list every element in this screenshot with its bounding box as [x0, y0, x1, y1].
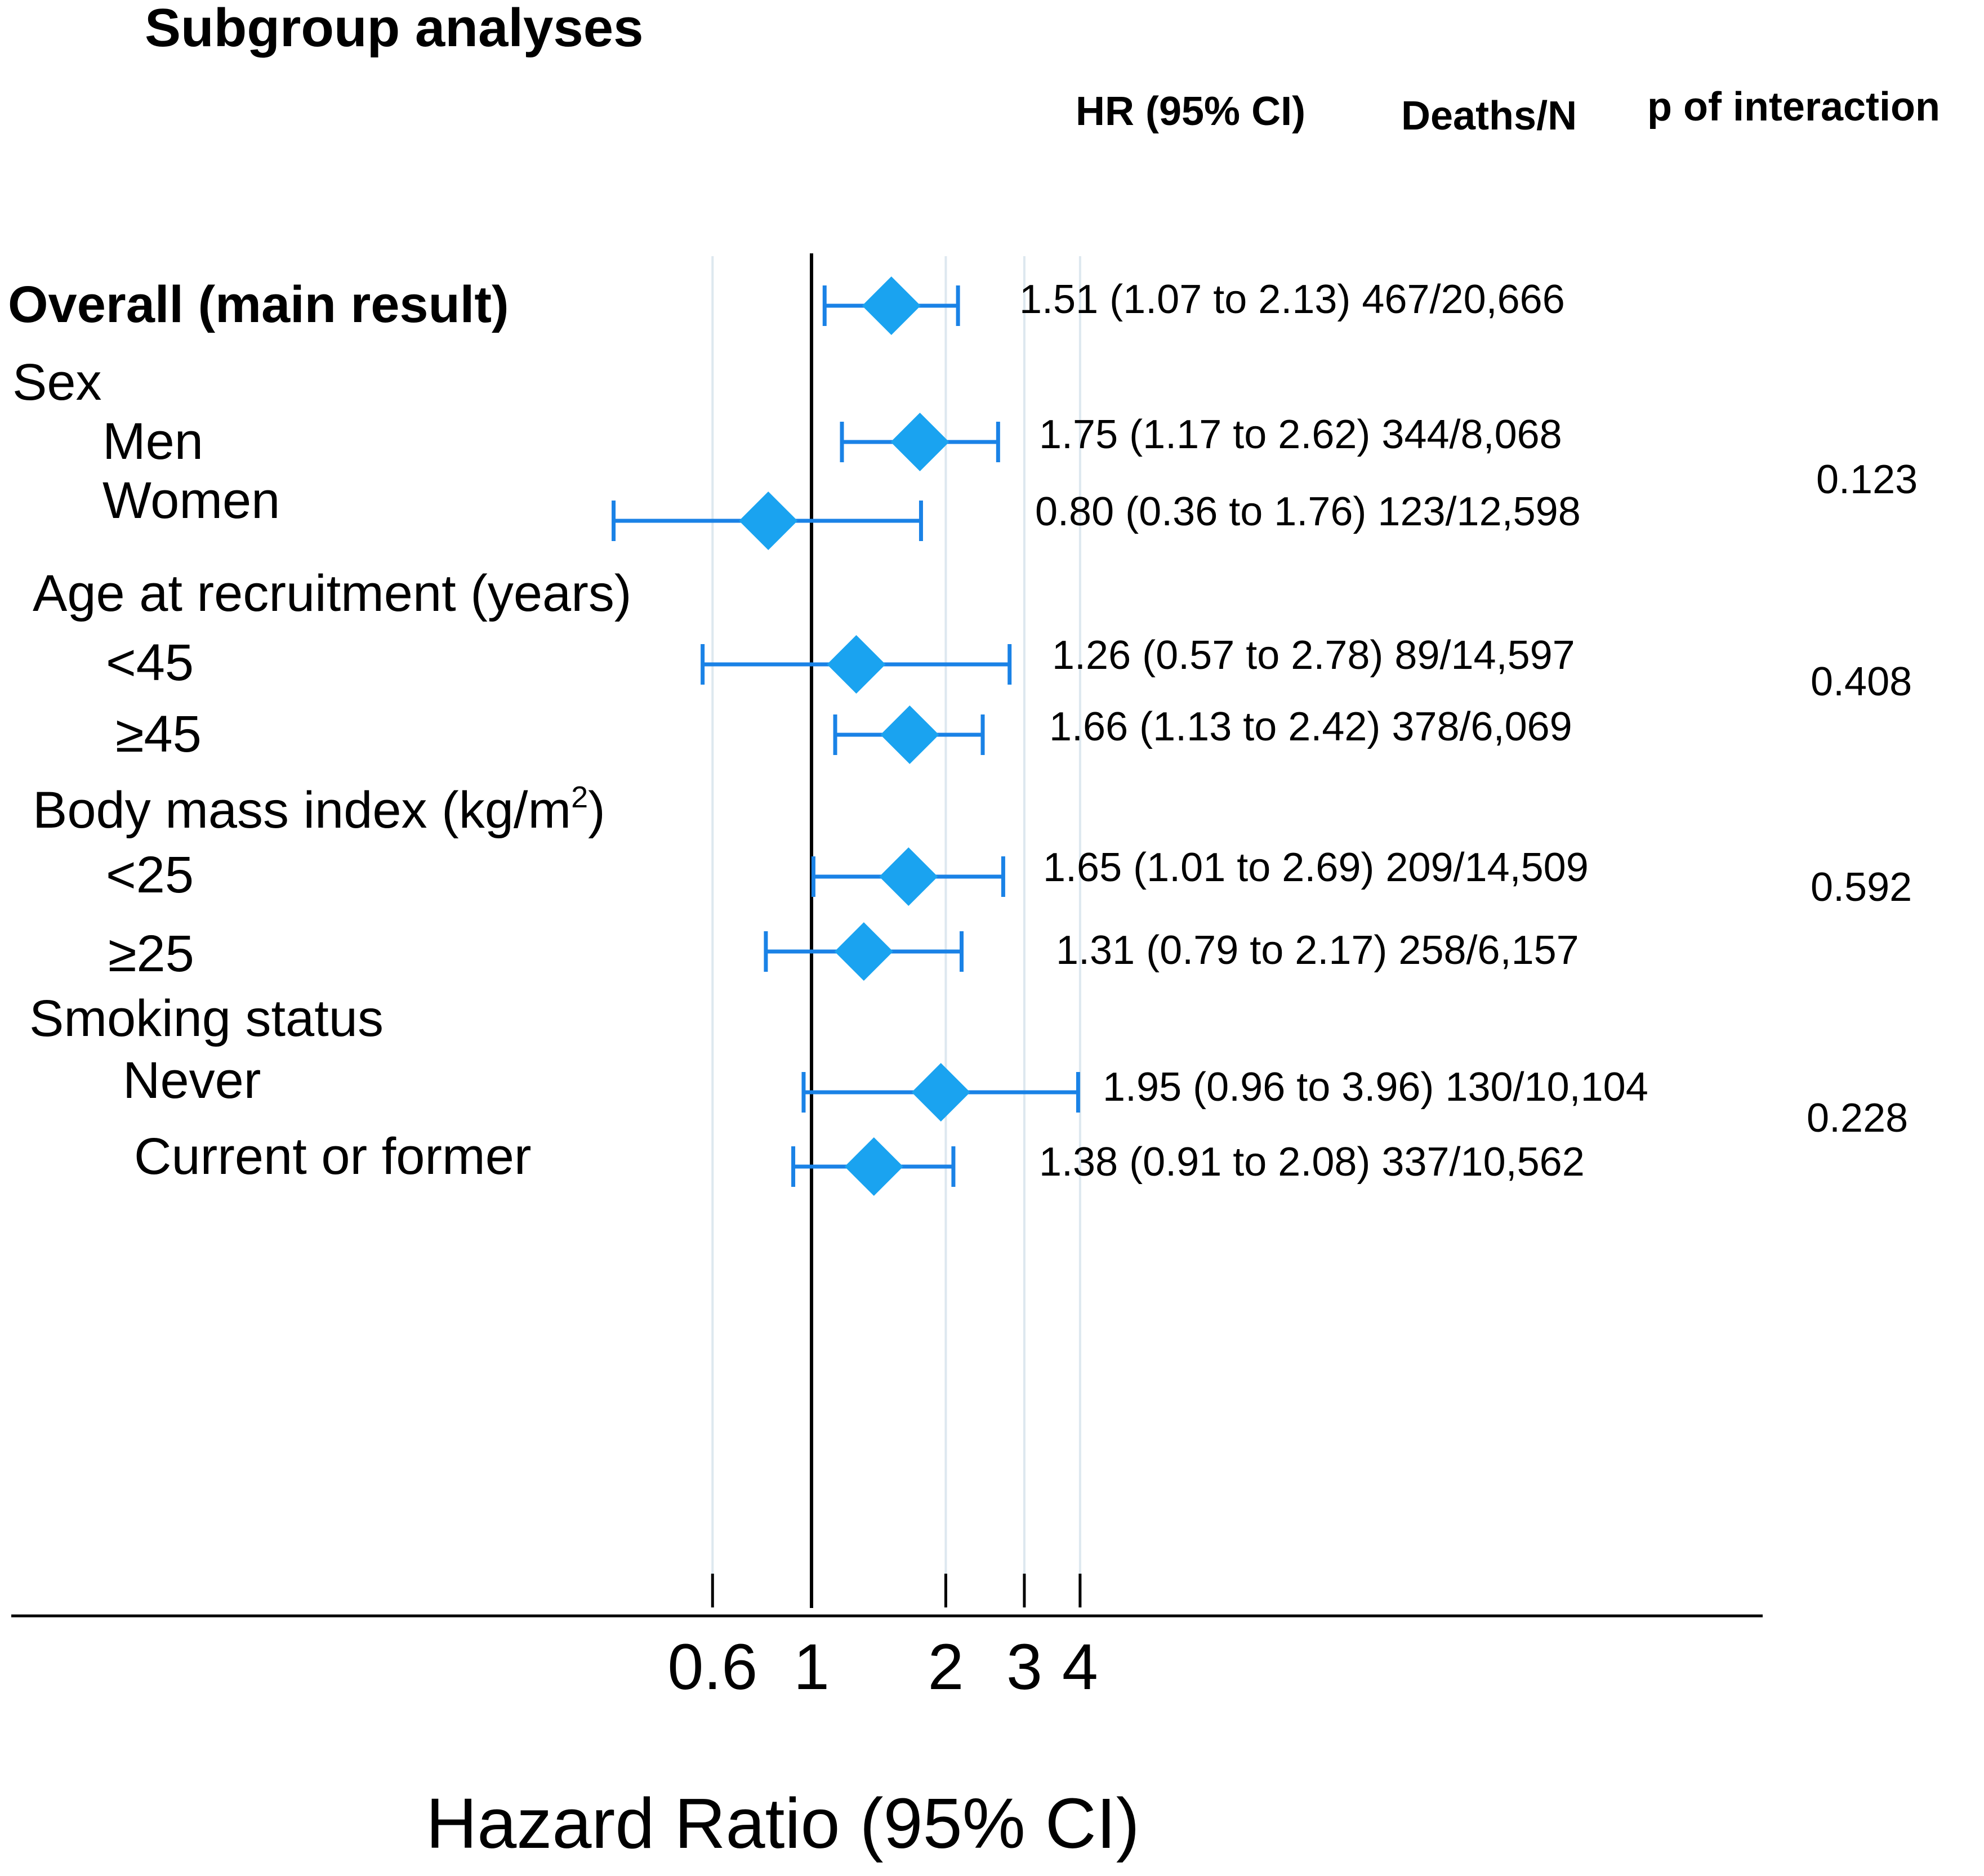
point-estimate-age-under-45	[827, 635, 886, 694]
p-interaction-smoking: 0.228	[1807, 1096, 1908, 1141]
chart-title: Subgroup analyses	[145, 0, 644, 58]
tick-label-0-6: 0.6	[667, 1631, 757, 1703]
point-estimate-overall	[862, 276, 921, 335]
point-estimate-bmi-25-plus	[834, 922, 893, 981]
estimate-text-never-smoker: 1.95 (0.96 to 3.96) 130/10,104	[1103, 1065, 1648, 1110]
group-label-smoking: Smoking status	[29, 990, 384, 1047]
tick-label-4: 4	[1062, 1631, 1098, 1703]
group-label-age: Age at recruitment (years)	[33, 565, 631, 622]
p-interaction-age: 0.408	[1811, 659, 1912, 704]
point-estimate-men	[890, 413, 949, 471]
point-estimate-bmi-under-25	[879, 847, 938, 906]
tick-label-3: 3	[1006, 1631, 1042, 1703]
row-label-bmi-under-25: <25	[106, 846, 194, 904]
x-axis-label: Hazard Ratio (95% CI)	[426, 1784, 1139, 1863]
estimate-text-bmi-25-plus: 1.31 (0.79 to 2.17) 258/6,157	[1056, 928, 1579, 973]
row-label-women: Women	[102, 472, 280, 529]
row-label-age-45-plus: ≥45	[115, 705, 202, 763]
row-label-age-under-45: <45	[106, 634, 194, 691]
group-label-sex: Sex	[12, 354, 102, 411]
row-label-never-smoker: Never	[123, 1052, 261, 1109]
point-estimate-women	[739, 492, 798, 550]
point-estimate-age-45-plus	[880, 705, 939, 764]
x-axis-ticks: 0.6 1 2 3 4	[667, 1574, 1098, 1703]
estimate-text-men: 1.75 (1.17 to 2.62) 344/8,068	[1039, 412, 1562, 457]
estimate-marks	[612, 276, 1080, 1196]
column-header-deaths: Deaths/N	[1401, 93, 1577, 139]
estimate-text-women: 0.80 (0.36 to 1.76) 123/12,598	[1035, 489, 1581, 534]
estimate-text-current-or-former-smoker: 1.38 (0.91 to 2.08) 337/10,562	[1039, 1140, 1585, 1185]
estimate-text-age-45-plus: 1.66 (1.13 to 2.42) 378/6,069	[1049, 704, 1572, 749]
row-label-bmi-25-plus: ≥25	[108, 925, 194, 982]
row-label-men: Men	[102, 413, 203, 470]
estimate-text-age-under-45: 1.26 (0.57 to 2.78) 89/14,597	[1052, 633, 1575, 678]
tick-label-1: 1	[793, 1631, 830, 1703]
column-header-p-interaction: p of interaction	[1647, 84, 1940, 129]
p-interaction-sex: 0.123	[1816, 457, 1918, 502]
estimate-text-bmi-under-25: 1.65 (1.01 to 2.69) 209/14,509	[1043, 845, 1589, 890]
column-header-hr: HR (95% CI)	[1076, 89, 1305, 134]
group-label-bmi: Body mass index (kg/m2)	[33, 780, 605, 839]
gridlines	[711, 256, 1081, 1574]
row-label-overall: Overall (main result)	[8, 276, 509, 333]
tick-label-2: 2	[928, 1631, 964, 1703]
estimate-text-overall: 1.51 (1.07 to 2.13) 467/20,666	[1019, 277, 1565, 322]
row-label-current-or-former-smoker: Current or former	[134, 1128, 532, 1185]
p-interaction-bmi: 0.592	[1811, 865, 1912, 910]
point-estimate-current-or-former-smoker	[844, 1137, 903, 1196]
point-estimate-never-smoker	[911, 1063, 970, 1122]
